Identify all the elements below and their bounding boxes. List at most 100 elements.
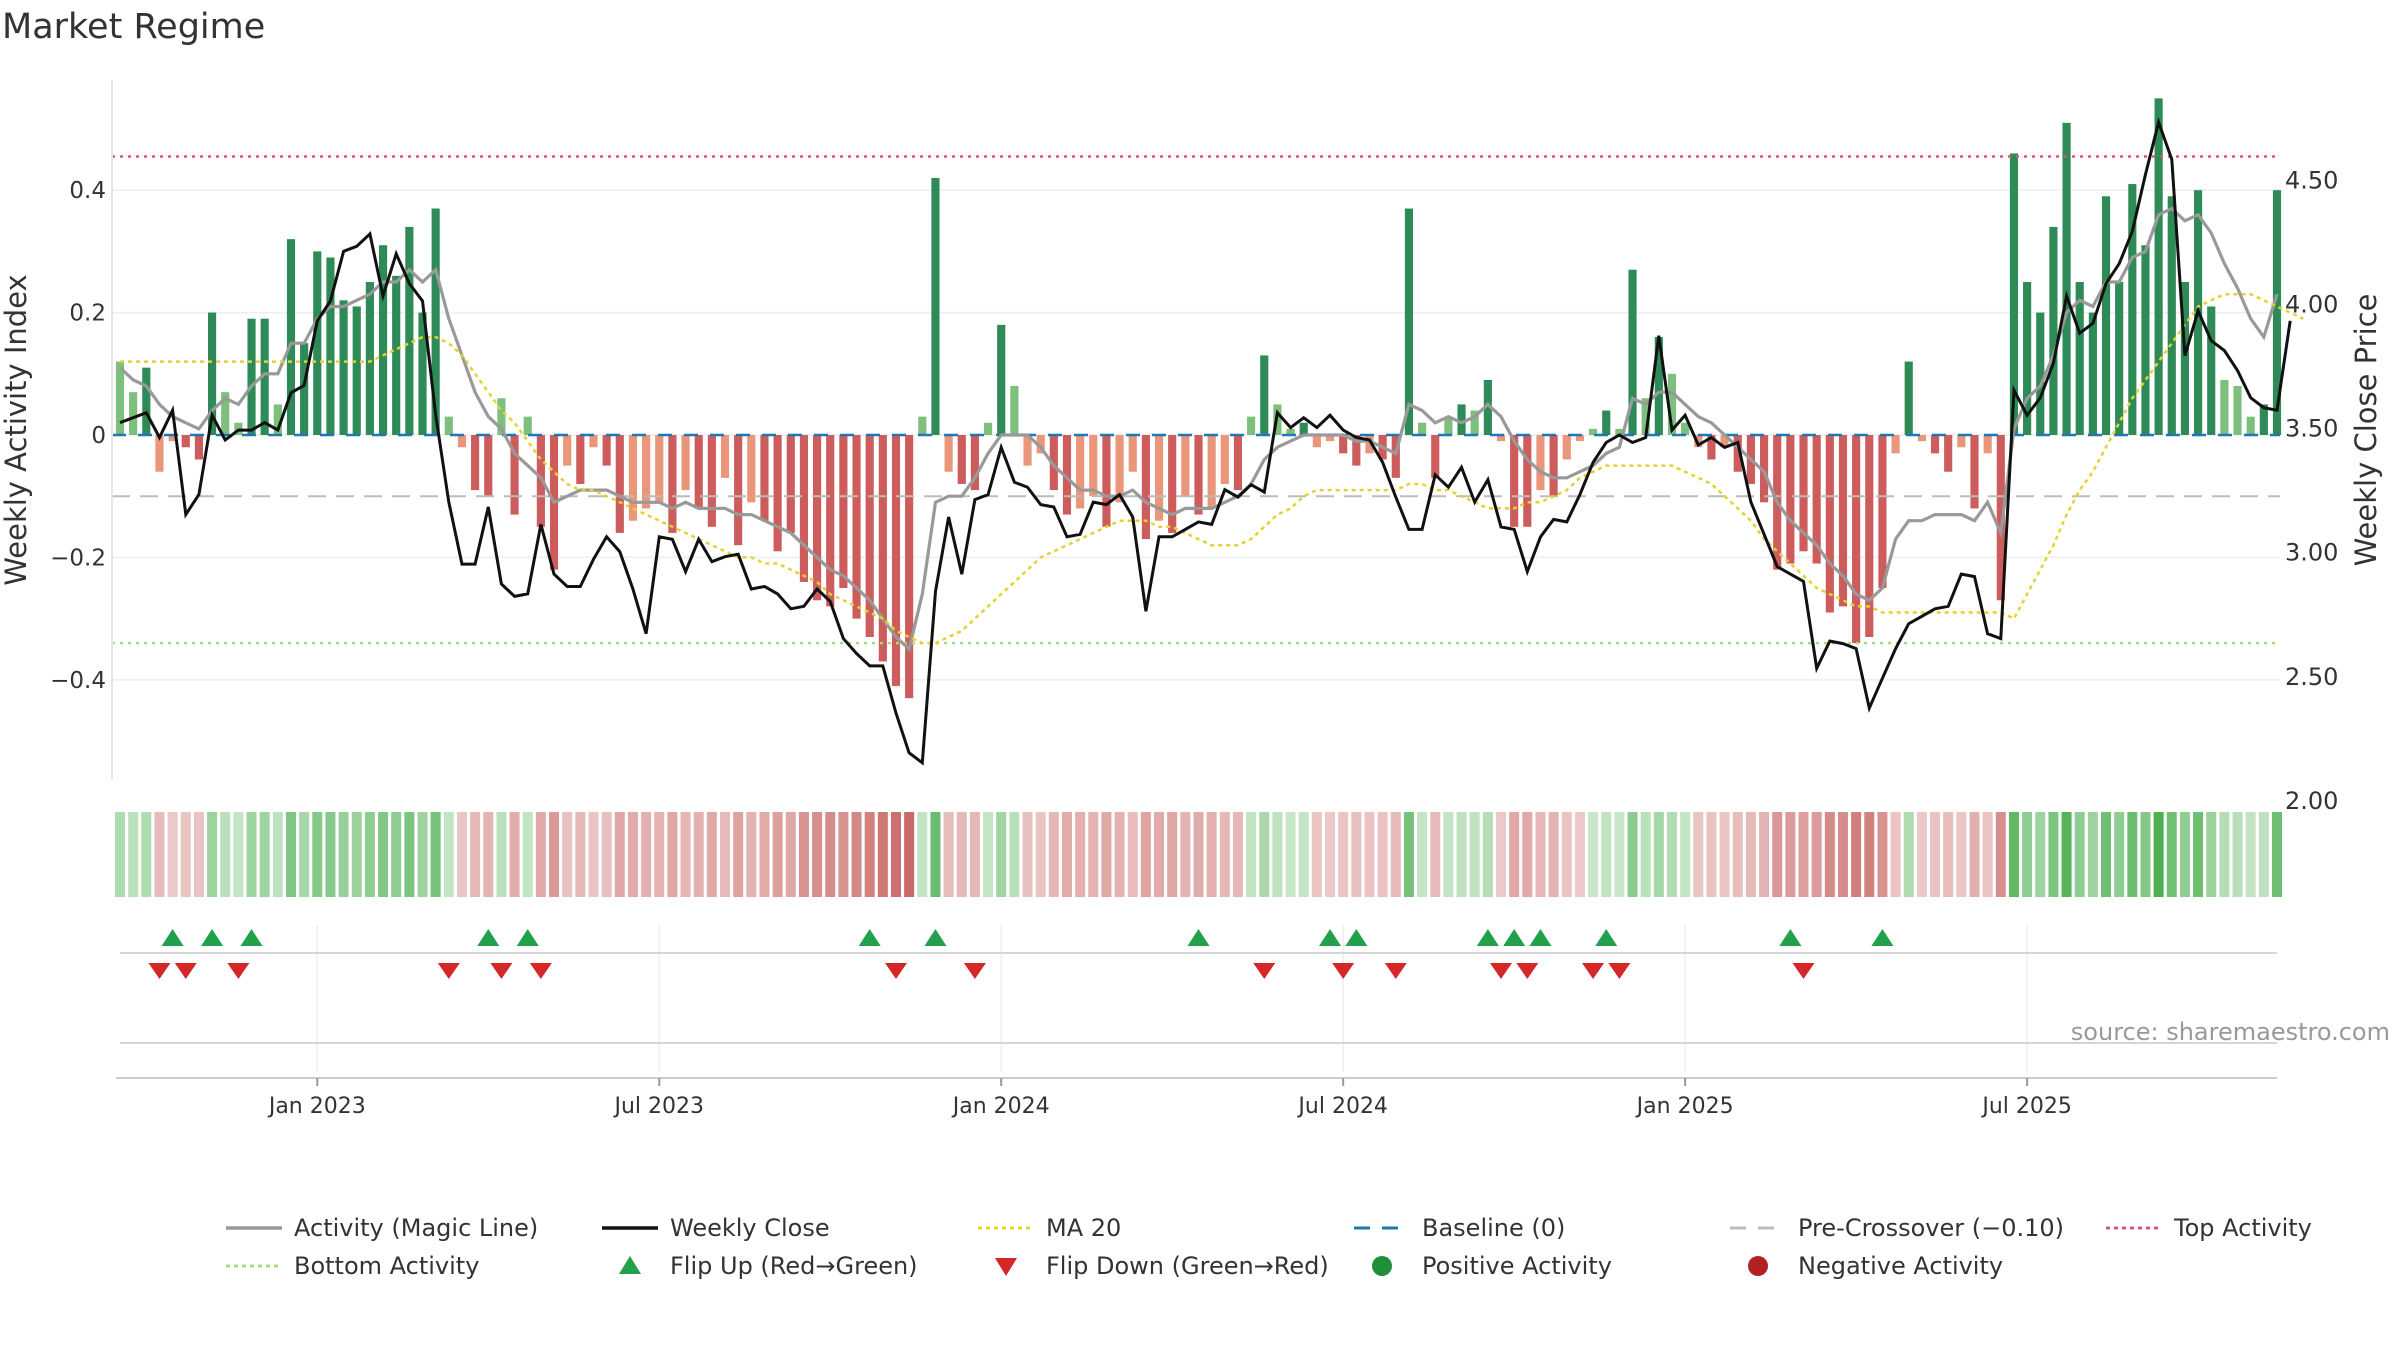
- legend-item: Positive Activity: [1372, 1252, 1612, 1280]
- legend-label: MA 20: [1046, 1214, 1121, 1242]
- regime-strip-cell: [1232, 812, 1243, 897]
- negative-activity-bar: [1838, 435, 1848, 607]
- regime-strip-cell: [2219, 812, 2230, 897]
- regime-strip-cell: [1759, 812, 1770, 897]
- negative-activity-bar: [1194, 435, 1203, 515]
- regime-strip-cell: [1167, 812, 1178, 897]
- legend-item: Weekly Close: [602, 1214, 830, 1242]
- regime-strip-cell: [2127, 812, 2138, 897]
- negative-activity-bar: [642, 435, 651, 509]
- y-axis-right-label: Weekly Close Price: [2349, 294, 2383, 567]
- regime-strip-cell: [2153, 812, 2164, 897]
- legend-label: Flip Down (Green→Red): [1046, 1252, 1329, 1280]
- regime-strip-cell: [812, 812, 823, 897]
- regime-strip-cell: [1246, 812, 1257, 897]
- flip-up-marker: [516, 929, 539, 946]
- negative-activity-bar: [194, 435, 203, 460]
- regime-strip-cell: [1614, 812, 1625, 897]
- negative-activity-bar: [1128, 435, 1137, 472]
- negative-activity-bar: [1996, 435, 2005, 601]
- regime-strip-cell: [1772, 812, 1783, 897]
- regime-strip-cell: [706, 812, 717, 897]
- positive-activity-bar: [2220, 379, 2229, 435]
- positive-activity-bar: [313, 251, 322, 435]
- regime-strip-cell: [1824, 812, 1835, 897]
- negative-activity-bar: [720, 435, 730, 478]
- negative-activity-bar: [471, 435, 480, 491]
- negative-activity-bar: [615, 435, 624, 533]
- y-right-tick-label: 2.00: [2285, 787, 2338, 815]
- positive-activity-bar: [286, 239, 296, 435]
- regime-strip: [115, 812, 2282, 897]
- regime-strip-cell: [483, 812, 494, 897]
- regime-strip-cell: [1456, 812, 1467, 897]
- x-tick-label: Jul 2023: [612, 1094, 704, 1119]
- negative-activity-bar: [1036, 435, 1045, 454]
- flip-up-marker: [1319, 929, 1342, 946]
- flip-markers: [120, 929, 2277, 979]
- positive-activity-bar: [1010, 386, 1019, 435]
- regime-strip-cell: [1995, 812, 2006, 897]
- negative-activity-bar: [1812, 435, 1821, 564]
- positive-activity-bar: [497, 398, 506, 435]
- negative-activity-bar: [1115, 435, 1124, 503]
- flip-down-marker: [437, 963, 460, 979]
- regime-strip-cell: [351, 812, 362, 897]
- regime-strip-cell: [404, 812, 415, 897]
- regime-strip-cell: [1601, 812, 1612, 897]
- legend-swatch-negative-activity: [1748, 1256, 1768, 1276]
- regime-strip-cell: [2061, 812, 2072, 897]
- regime-strip-cell: [1956, 812, 1967, 897]
- negative-activity-bar: [1799, 435, 1808, 552]
- positive-activity-bar: [405, 226, 414, 435]
- regime-strip-cell: [1469, 812, 1480, 897]
- positive-activity-bar: [1588, 428, 1598, 435]
- legend: Activity (Magic Line) Weekly Close MA 20 Ba…: [226, 1214, 2312, 1280]
- regime-strip-cell: [1180, 812, 1191, 897]
- negative-activity-bar: [1325, 435, 1335, 442]
- magic-line-series: [118, 206, 2279, 653]
- flip-up-marker: [1779, 929, 1802, 946]
- positive-activity-bar: [1404, 208, 1414, 435]
- positive-activity-bar: [2233, 386, 2242, 435]
- flip-up-marker: [1595, 929, 1618, 946]
- regime-strip-cell: [272, 812, 283, 897]
- negative-activity-bar: [1878, 435, 1887, 589]
- positive-activity-bar: [326, 257, 335, 435]
- regime-strip-cell: [627, 812, 638, 897]
- positive-activity-bar: [1286, 428, 1295, 435]
- legend-label: Negative Activity: [1798, 1252, 2003, 1280]
- regime-strip-cell: [1088, 812, 1099, 897]
- regime-strip-cell: [667, 812, 678, 897]
- positive-activity-bar: [2272, 190, 2282, 435]
- regime-strip-cell: [851, 812, 862, 897]
- negative-activity-bar: [1930, 435, 1940, 454]
- positive-activity-bar: [1615, 428, 1624, 435]
- regime-strip-cell: [1627, 812, 1638, 897]
- regime-strip-cell: [1154, 812, 1165, 897]
- regime-strip-cell: [128, 812, 139, 897]
- y-right-tick-label: 4.00: [2285, 290, 2338, 318]
- positive-activity-bar: [1641, 398, 1650, 435]
- negative-activity-bar: [1891, 435, 1900, 454]
- regime-strip-cell: [364, 812, 375, 897]
- source-annotation: source: sharemaestro.com: [2071, 1018, 2390, 1046]
- negative-activity-bar: [1168, 435, 1177, 533]
- negative-activity-bar: [747, 435, 756, 503]
- legend-swatch-flip-down: [995, 1258, 1017, 1276]
- negative-activity-bar: [168, 435, 177, 442]
- regime-strip-cell: [1680, 812, 1691, 897]
- regime-strip-cell: [1798, 812, 1809, 897]
- positive-activity-bar: [352, 306, 361, 435]
- legend-item: Pre-Crossover (−0.10): [1730, 1214, 2064, 1242]
- regime-strip-cell: [312, 812, 323, 897]
- flip-up-marker: [1529, 929, 1552, 946]
- x-axis: Jan 2023 Jul 2023 Jan 2024 Jul 2024 Jan 2025…: [116, 1042, 2277, 1119]
- regime-strip-cell: [1522, 812, 1533, 897]
- flip-up-marker: [924, 929, 947, 946]
- negative-activity-bar: [1089, 435, 1098, 497]
- negative-activity-bar: [707, 435, 716, 527]
- positive-activity-bar: [1602, 410, 1611, 435]
- regime-strip-cell: [1561, 812, 1572, 897]
- regime-strip-cell: [1193, 812, 1204, 897]
